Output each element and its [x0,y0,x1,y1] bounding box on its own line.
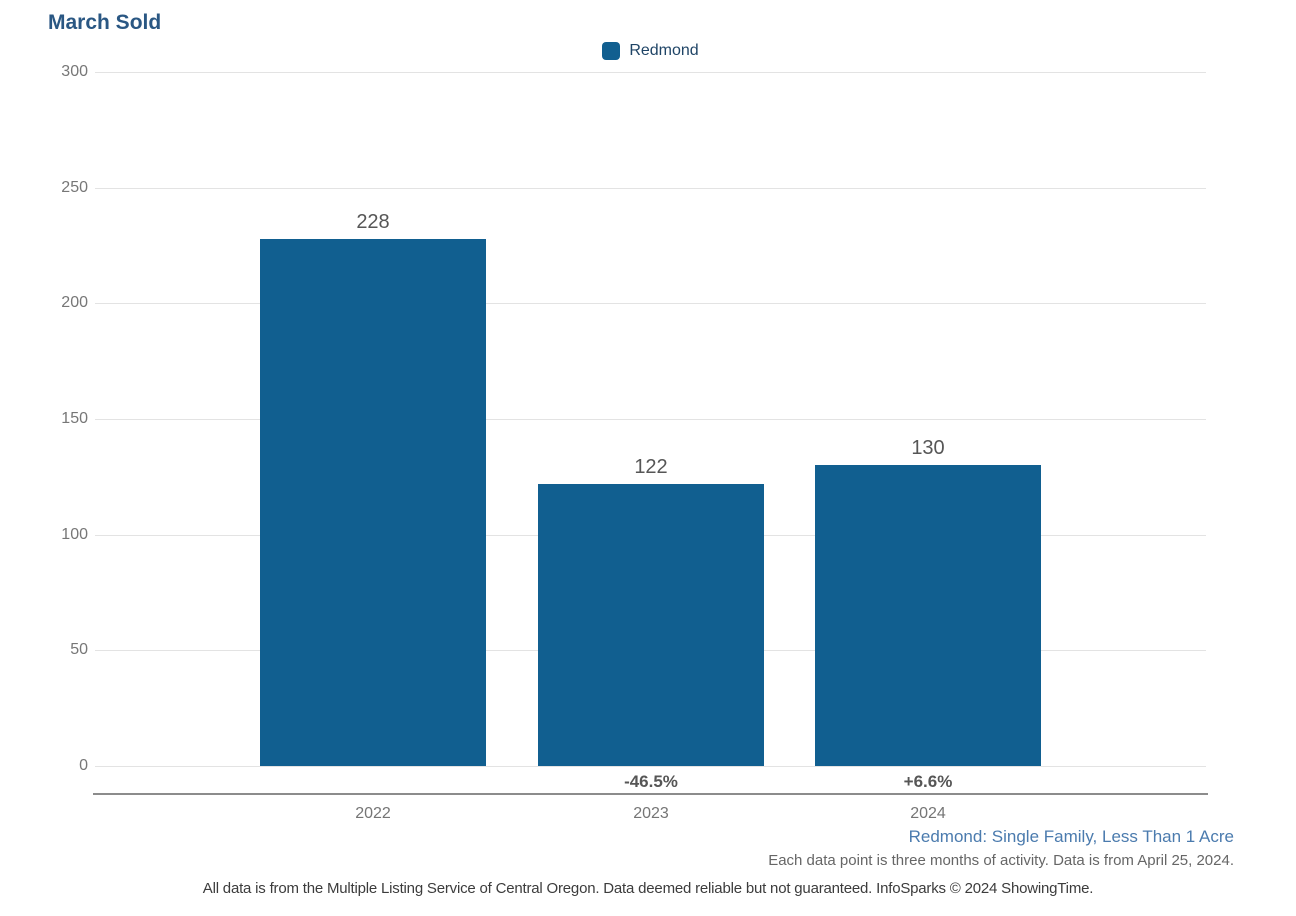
gridline-200 [95,303,1206,304]
legend-label-redmond[interactable]: Redmond [629,42,699,59]
gridline-150 [95,419,1206,420]
footnote-segment-description: Redmond: Single Family, Less Than 1 Acre [908,827,1234,846]
x-axis-tick-2023: 2023 [633,805,669,822]
footnote-disclaimer: All data is from the Multiple Listing Se… [202,880,1094,897]
gridline-300 [95,72,1206,73]
pct-change-label-2024: +6.6% [903,772,953,791]
legend: Redmond [95,42,1206,60]
y-axis-tick-250: 250 [61,179,88,196]
y-axis-tick-100: 100 [61,526,88,543]
x-axis-line [93,793,1208,795]
y-axis-tick-200: 200 [61,294,88,311]
y-axis-tick-50: 50 [70,641,88,658]
x-axis-tick-2024: 2024 [910,805,946,822]
bar-value-label-2024: 130 [911,437,945,459]
bar-2023-redmond[interactable] [538,484,764,766]
bar-value-label-2023: 122 [634,456,668,478]
gridline-0 [95,766,1206,767]
y-axis-tick-150: 150 [61,410,88,427]
x-axis-tick-2022: 2022 [355,805,391,822]
legend-swatch-redmond [602,42,621,60]
y-axis-tick-300: 300 [61,63,88,80]
bar-value-label-2022: 228 [356,211,390,233]
chart-title: March Sold [48,11,162,34]
footnote-data-note: Each data point is three months of activ… [768,852,1234,869]
bar-2022-redmond[interactable] [260,239,486,766]
y-axis-tick-0: 0 [79,757,88,774]
pct-change-label-2023: -46.5% [624,772,678,791]
bar-2024-redmond[interactable] [815,465,1041,766]
gridline-250 [95,188,1206,189]
